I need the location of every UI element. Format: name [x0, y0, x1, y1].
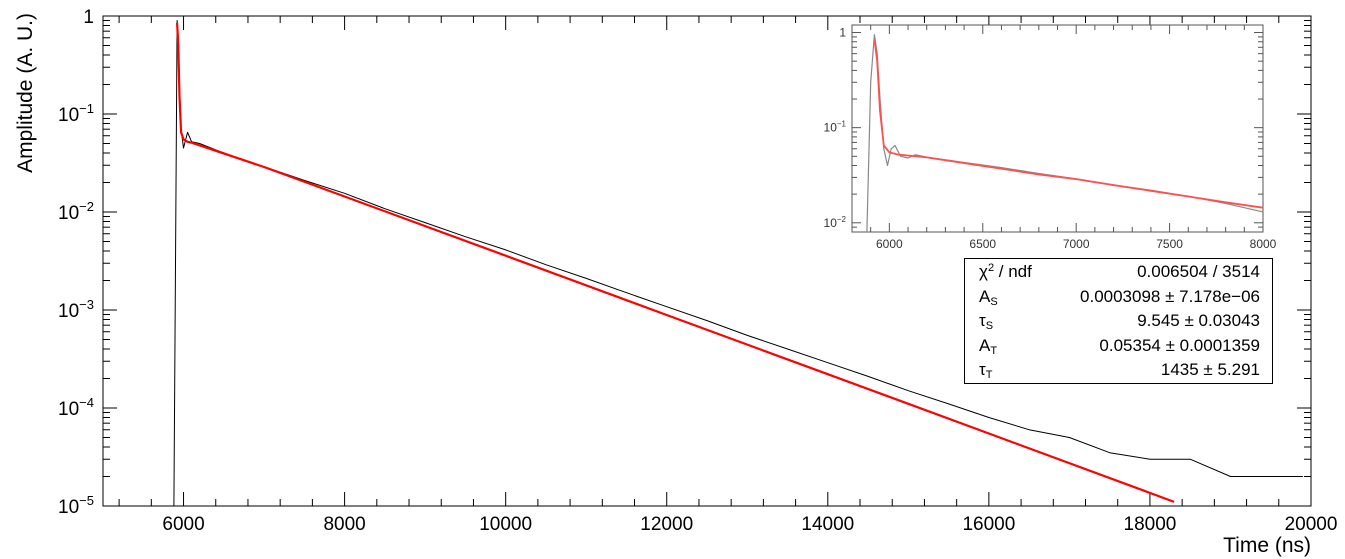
- x-axis-title: Time (ns): [1223, 534, 1311, 557]
- inset-y-tick-base: 10: [824, 121, 838, 135]
- main-x-tick-label: 20000: [1285, 514, 1338, 535]
- fit-stat-symbol: τ: [979, 311, 986, 331]
- fit-stat-symbol: A: [979, 335, 991, 355]
- main-y-tick-base: 10: [58, 203, 79, 224]
- fit-stat-sup: 2: [987, 262, 995, 274]
- main-x-tick-label: 14000: [801, 514, 854, 535]
- inset-x-tick-label: 8000: [1250, 237, 1277, 251]
- main-y-tick-base: 10: [58, 301, 79, 322]
- fit-stat-value: 0.0003098 ± 7.178e−06: [1080, 286, 1260, 306]
- fit-stat-sub: S: [990, 295, 998, 308]
- fit-stat-symbol: χ: [979, 262, 988, 281]
- inset-x-tick-label: 6500: [969, 237, 996, 251]
- fit-stat-name: τS: [979, 311, 993, 332]
- main-series-group: [173, 20, 1303, 507]
- inset-y-tick-label: 10−1: [824, 120, 847, 135]
- main-y-tick-label: 10−3: [58, 297, 94, 322]
- main-series-line-0: [173, 20, 1303, 507]
- main-y-tick-exp: −3: [79, 297, 94, 312]
- fit-stat-row: τS 9.545 ± 0.03043: [965, 309, 1272, 333]
- inset-y-tick-label: 1: [839, 26, 846, 40]
- main-y-tick-exp: −5: [79, 493, 94, 508]
- main-x-tick-label: 16000: [962, 514, 1015, 535]
- main-y-tick-exp: −4: [79, 395, 94, 410]
- main-y-tick-label: 10−5: [58, 493, 94, 518]
- main-y-tick-label: 1: [83, 7, 94, 28]
- fit-stat-row: AS 0.0003098 ± 7.178e−06: [965, 285, 1272, 309]
- main-series-line-1: [176, 22, 1175, 503]
- inset-x-tick-label: 7500: [1156, 237, 1183, 251]
- main-y-tick-exp: −2: [79, 199, 94, 214]
- fit-stat-sub: T: [990, 344, 998, 357]
- fit-stat-suffix: / ndf: [994, 262, 1032, 281]
- fit-stat-sub: S: [985, 320, 994, 333]
- fit-stat-value: 0.006504 / 3514: [1137, 262, 1260, 281]
- main-x-tick-label: 10000: [479, 514, 532, 535]
- inset-y-tick-exp: −2: [837, 215, 847, 224]
- inset-x-tick-label: 6000: [876, 237, 903, 251]
- fit-stat-symbol: A: [979, 286, 991, 306]
- inset-y-tick-exp: −1: [837, 120, 847, 129]
- main-y-tick-base: 10: [58, 399, 79, 420]
- inset-series-line-1: [873, 39, 1264, 209]
- main-x-tick-label: 6000: [162, 514, 204, 535]
- main-y-tick-label: 10−1: [58, 101, 94, 126]
- fit-stat-row: τT 1435 ± 5.291: [965, 358, 1272, 382]
- main-y-tick-base: 10: [58, 105, 79, 126]
- fit-stat-sub: T: [985, 369, 993, 382]
- main-x-tick-label: 8000: [323, 514, 365, 535]
- fit-stat-value: 9.545 ± 0.03043: [1137, 311, 1260, 331]
- inset-y-tick-label: 10−2: [824, 215, 847, 230]
- fit-stat-row: χ2 / ndf 0.006504 / 3514: [965, 260, 1272, 284]
- fit-stat-name: AS: [979, 287, 998, 308]
- main-x-tick-label: 18000: [1124, 514, 1177, 535]
- main-x-tick-label: 12000: [640, 514, 693, 535]
- main-y-tick-exp: −1: [79, 101, 94, 116]
- main-y-tick-base: 1: [83, 7, 94, 28]
- inset-frame: [851, 24, 1264, 233]
- inset-y-tick-base: 10: [824, 216, 838, 230]
- main-y-tick-base: 10: [58, 497, 79, 518]
- fit-stat-symbol: τ: [979, 360, 986, 380]
- fit-stats-box: χ2 / ndf 0.006504 / 3514 AS 0.0003098 ± 7.1…: [964, 258, 1273, 384]
- y-axis-title: Amplitude (A. U.): [14, 13, 37, 173]
- inset-x-tick-label: 7000: [1063, 237, 1090, 251]
- fit-stat-row: AT 0.05354 ± 0.0001359: [965, 334, 1272, 358]
- fit-stat-name: AT: [979, 336, 997, 357]
- inset-y-tick-base: 1: [839, 26, 846, 40]
- main-y-tick-label: 10−4: [58, 395, 94, 420]
- fit-stat-value: 1435 ± 5.291: [1160, 360, 1260, 380]
- fit-stat-name: χ2 / ndf: [979, 262, 1032, 282]
- fit-stat-name: τT: [979, 360, 992, 381]
- main-y-tick-label: 10−2: [58, 199, 94, 224]
- fit-stat-value: 0.05354 ± 0.0001359: [1099, 335, 1260, 355]
